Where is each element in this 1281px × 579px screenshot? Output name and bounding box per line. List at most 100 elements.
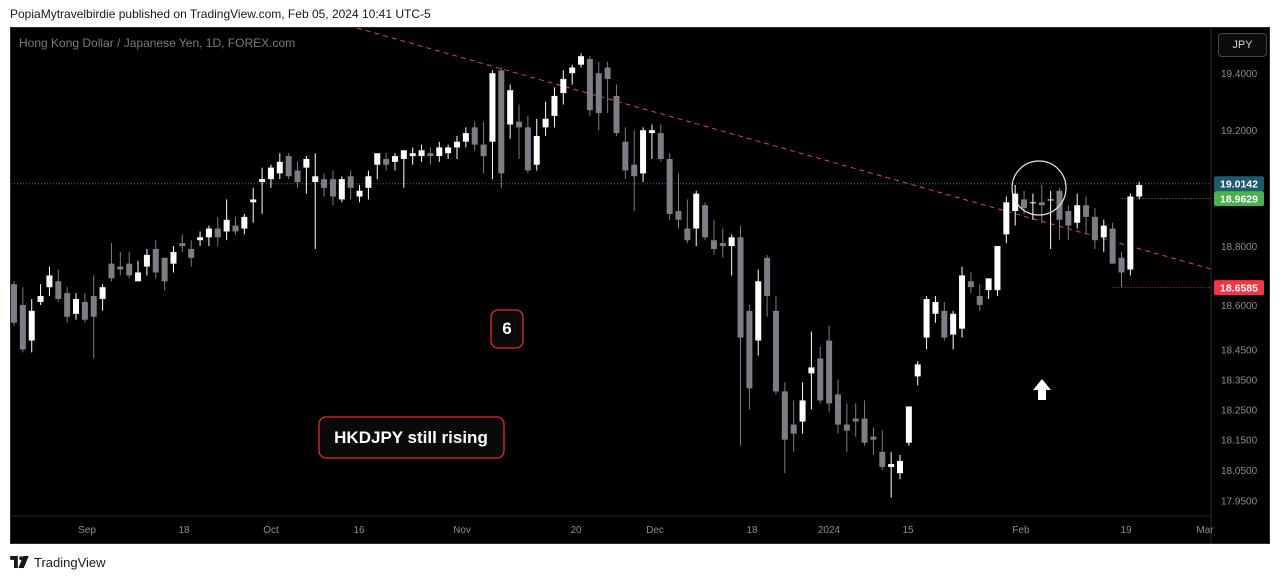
y-tick-label: 18.1500 (1221, 436, 1258, 447)
candle (781, 382, 788, 474)
candle (631, 130, 638, 212)
x-tick-label: 2024 (818, 525, 841, 536)
candle (1109, 222, 1116, 264)
candle (595, 61, 602, 131)
candle (1012, 184, 1019, 226)
candle (267, 164, 274, 188)
x-tick-label: Feb (1012, 525, 1030, 536)
candle (861, 400, 868, 446)
candle (666, 153, 673, 220)
candle (188, 240, 195, 267)
candle (37, 284, 44, 305)
candle (1047, 190, 1054, 249)
candle (533, 118, 540, 171)
x-tick-label: Nov (453, 525, 471, 536)
candle (560, 70, 567, 105)
candlestick-chart[interactable]: 19.4000 19.2000 18.8000 18.6000 18.4500 18.35… (11, 28, 1269, 543)
price-label-green-bg (1214, 191, 1264, 207)
highlight-circle (1011, 160, 1067, 216)
y-tick-label: 18.4500 (1221, 345, 1258, 356)
candle (648, 124, 655, 159)
candle (55, 269, 62, 302)
candle (400, 150, 407, 188)
candle (710, 219, 717, 255)
candle (1100, 219, 1107, 252)
publisher-header: PopiaMytravelbirdie published on Trading… (10, 7, 431, 21)
candle (46, 266, 53, 297)
candle (976, 284, 983, 311)
x-tick-label: 19 (1120, 525, 1132, 536)
candle (1074, 193, 1081, 229)
candle (143, 248, 150, 276)
x-tick-label: Oct (263, 525, 279, 536)
candle (808, 331, 815, 410)
candle (214, 216, 221, 247)
candle (719, 228, 726, 258)
candle (1136, 182, 1143, 200)
candle (312, 153, 319, 249)
candle (640, 127, 647, 183)
candle (772, 296, 779, 395)
footer-brand[interactable]: TradingView (10, 554, 106, 570)
annotation-note-box (318, 416, 505, 459)
candle (569, 64, 576, 85)
candle (276, 153, 283, 180)
candle (64, 287, 71, 323)
candle (1065, 205, 1072, 241)
price-label-green: 18.9629 (1220, 194, 1258, 206)
candle (205, 225, 212, 247)
candle (303, 156, 310, 194)
candle (826, 325, 833, 413)
annotation-6-box (490, 309, 524, 349)
chart-pane[interactable]: 19.4000 19.2000 18.8000 18.6000 18.4500 18.35… (10, 27, 1270, 544)
candle (223, 199, 230, 241)
price-label-red-bg (1214, 280, 1264, 296)
candle (241, 213, 248, 235)
candle (19, 287, 26, 353)
candle (1056, 187, 1063, 241)
candle (462, 127, 469, 148)
candle (81, 293, 88, 323)
candle (932, 296, 939, 323)
candle (1003, 196, 1010, 244)
candle (170, 246, 177, 273)
price-label-red: 18.6585 (1220, 283, 1258, 295)
candle (586, 56, 593, 116)
candle (197, 231, 204, 247)
y-tick-label: 18.2500 (1221, 405, 1258, 416)
candle (613, 84, 620, 136)
candle (888, 451, 895, 498)
candle (28, 299, 35, 353)
candle (436, 141, 443, 162)
candle (329, 170, 336, 206)
candle (994, 246, 1001, 297)
candle (383, 153, 390, 171)
x-tick-label: 18 (746, 525, 758, 536)
candle (135, 260, 142, 282)
candle (746, 304, 753, 410)
candle (507, 84, 514, 139)
price-label-current: 19.0142 (1220, 179, 1258, 191)
candle (852, 403, 859, 437)
candle (799, 382, 806, 434)
candle (356, 184, 363, 203)
symbol-title: Hong Kong Dollar / Japanese Yen, 1D, FOR… (19, 36, 296, 50)
candle (702, 202, 709, 241)
candle (923, 296, 930, 350)
annotation-6: 6 (502, 319, 511, 338)
candle (755, 269, 762, 356)
candle (489, 70, 496, 180)
candle (967, 272, 974, 294)
candle (152, 240, 159, 279)
up-arrow-icon (1033, 379, 1051, 400)
candle (905, 406, 912, 446)
candle (179, 234, 186, 252)
candle (250, 187, 257, 223)
candle (684, 199, 691, 244)
x-tick-label: Mar (1196, 525, 1214, 536)
candle (817, 346, 824, 404)
candle (604, 61, 611, 114)
candle (1083, 196, 1090, 235)
candle (941, 301, 948, 341)
currency-button[interactable]: JPY (1218, 33, 1267, 57)
